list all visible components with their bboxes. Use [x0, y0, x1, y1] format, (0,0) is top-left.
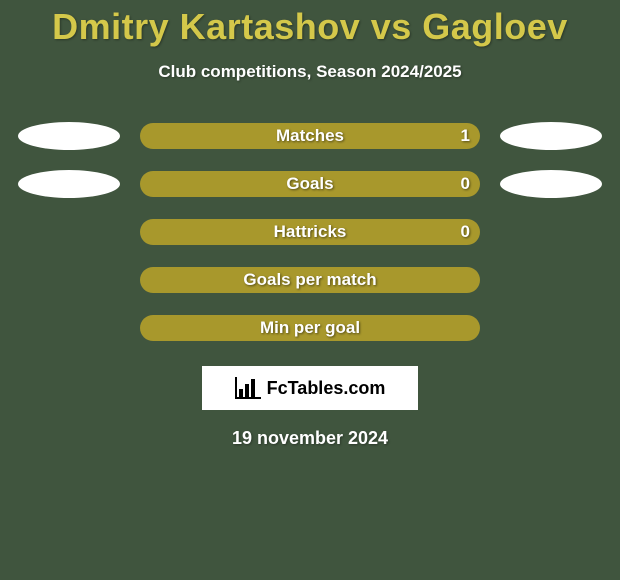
stat-bar-matches: Matches 1: [140, 123, 480, 149]
ellipse-spacer: [18, 218, 120, 246]
ellipse-spacer: [500, 218, 602, 246]
ellipse-spacer: [18, 266, 120, 294]
stat-bar-min-per-goal: Min per goal: [140, 315, 480, 341]
right-ellipse: [500, 122, 602, 150]
left-ellipse: [18, 122, 120, 150]
ellipse-spacer: [500, 266, 602, 294]
stat-bar-hattricks: Hattricks 0: [140, 219, 480, 245]
stat-value: 0: [461, 222, 470, 242]
chart-container: Dmitry Kartashov vs Gagloev Club competi…: [0, 0, 620, 580]
right-ellipse: [500, 170, 602, 198]
stat-bar-goals-per-match: Goals per match: [140, 267, 480, 293]
stat-label: Goals: [286, 174, 333, 194]
stat-row: Min per goal: [0, 314, 620, 342]
stat-bar-goals: Goals 0: [140, 171, 480, 197]
stat-value: 1: [461, 126, 470, 146]
stat-label: Goals per match: [243, 270, 376, 290]
left-ellipse: [18, 170, 120, 198]
stat-row: Goals per match: [0, 266, 620, 294]
stat-value: 0: [461, 174, 470, 194]
stat-rows: Matches 1 Goals 0 Hattricks 0 Goals: [0, 122, 620, 342]
stat-label: Hattricks: [274, 222, 347, 242]
stat-label: Min per goal: [260, 318, 360, 338]
stat-row: Hattricks 0: [0, 218, 620, 246]
stat-row: Goals 0: [0, 170, 620, 198]
logo-box: FcTables.com: [202, 366, 418, 410]
stat-row: Matches 1: [0, 122, 620, 150]
ellipse-spacer: [18, 314, 120, 342]
logo-text: FcTables.com: [267, 378, 386, 399]
stat-label: Matches: [276, 126, 344, 146]
chart-title: Dmitry Kartashov vs Gagloev: [0, 0, 620, 48]
ellipse-spacer: [500, 314, 602, 342]
chart-subtitle: Club competitions, Season 2024/2025: [0, 62, 620, 82]
chart-date: 19 november 2024: [0, 428, 620, 449]
chart-bars-icon: [235, 377, 261, 399]
